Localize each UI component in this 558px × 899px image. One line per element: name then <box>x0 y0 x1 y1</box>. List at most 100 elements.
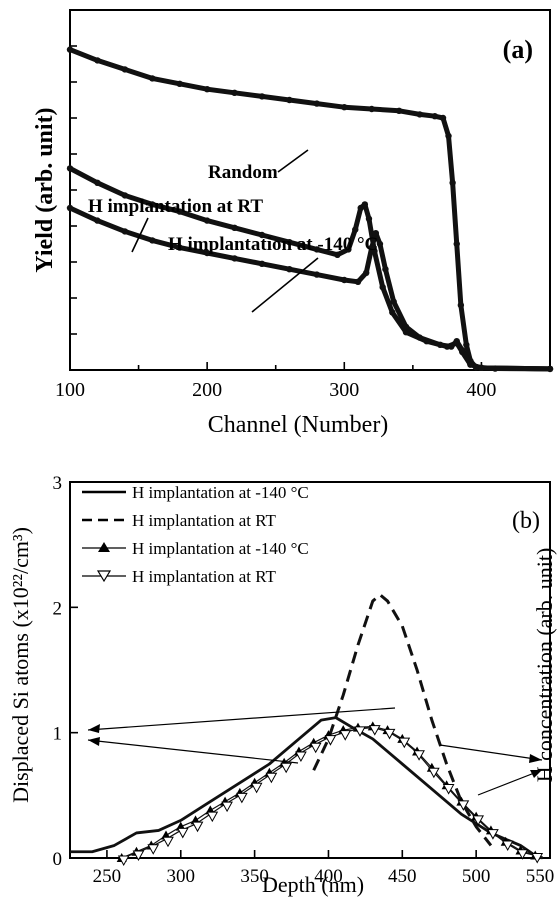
panel-a-data-point <box>368 244 375 251</box>
panel-b-y-tick-labels: 0 1 2 3 <box>53 473 63 870</box>
panel-b-y-axis-title: Displaced Si atoms (x10²²/cm³) <box>8 527 33 803</box>
panel-b-open-triangle-point <box>368 725 381 736</box>
panel-b-open-triangle-point <box>295 751 307 763</box>
panel-b-series <box>70 593 544 867</box>
panel-a-data-point <box>459 347 466 354</box>
panel-b-open-triangle-point <box>250 782 263 794</box>
panel-a-data-point <box>341 104 348 111</box>
panel-a-data-point <box>361 201 369 208</box>
panel-b-open-triangle-point <box>442 784 455 795</box>
panel-a-data-point <box>121 192 129 199</box>
panel-a-data-point <box>382 266 389 273</box>
panel-a-data-point <box>94 217 101 224</box>
panel-a-data-point <box>390 298 397 305</box>
panel-b-open-triangle-point <box>398 737 411 749</box>
panel-a-data-point <box>313 246 321 253</box>
panel-b-open-triangle-point <box>339 730 352 741</box>
panel-a-data-point <box>457 302 465 309</box>
legend-item-minus140-solid: H implantation at -140 °C <box>82 483 309 502</box>
panel-b-x-tick-label: 350 <box>240 866 269 887</box>
panel-a-data-point <box>94 179 101 186</box>
panel-b-y-tick-label: 1 <box>53 724 63 745</box>
panel-a-data-point <box>203 249 211 257</box>
panel-a-data-point <box>431 113 438 120</box>
panel-a-x-axis-title: Channel (Number) <box>208 412 389 438</box>
annotation-minus140: H implantation at -140 °C <box>168 234 378 255</box>
panel-b-ticks <box>70 481 551 859</box>
legend-label-minus140-solid: H implantation at -140 °C <box>132 483 309 502</box>
arrowhead-right-upper-icon <box>529 754 542 763</box>
panel-a-x-tick-label: 300 <box>329 379 359 401</box>
panel-b-y-tick-label: 3 <box>53 473 63 494</box>
arrowhead-right-lower-icon <box>530 770 542 778</box>
panel-b-series-line-2 <box>121 725 536 859</box>
panel-a-data-point <box>66 204 74 212</box>
panel-a-data-point <box>463 341 470 348</box>
panel-a-data-point <box>258 231 266 239</box>
panel-b-label: (b) <box>512 508 540 534</box>
panel-b-open-triangle-point <box>162 836 174 848</box>
arrowhead-left-upper-icon <box>88 724 100 733</box>
panel-b-arrows <box>87 707 543 796</box>
panel-a-data-point <box>176 244 183 251</box>
panel-b-series-line-0 <box>70 716 544 860</box>
panel-a-data-point <box>231 89 238 97</box>
legend-label-minus140-triangle: H implantation at -140 °C <box>132 539 309 558</box>
panel-a-label: (a) <box>503 35 533 64</box>
panel-a-series <box>66 46 554 373</box>
panel-a-data-point <box>341 276 348 284</box>
panel-a-data-point <box>345 246 352 253</box>
panel-b-open-triangle-point <box>221 801 233 813</box>
panel-b-open-triangle-point <box>487 829 499 840</box>
panel-a-data-point <box>354 278 362 285</box>
panel-b-y-tick-label: 2 <box>53 598 63 619</box>
arrow-to-right-axis-lower <box>477 769 543 796</box>
panel-a-data-point <box>365 215 373 222</box>
panel-b-series-line-1 <box>312 593 493 847</box>
panel-a-data-point <box>416 334 423 341</box>
panel-a-data-point <box>546 365 554 373</box>
panel-b-legend: H implantation at -140 °C H implantation… <box>82 483 309 586</box>
legend-label-rt-open-triangle: H implantation at RT <box>132 567 277 586</box>
panel-b-right-axis-title: H concentration (arb. unit) <box>532 548 557 783</box>
panel-a-data-point <box>352 226 359 233</box>
panel-a-data-point <box>437 341 444 348</box>
panel-b-plot-frame <box>69 481 551 859</box>
filled-triangle-icon <box>98 542 110 552</box>
panel-a-data-point <box>203 217 211 224</box>
panel-a-data-point <box>389 309 396 316</box>
panel-b-open-triangle-point <box>235 792 248 804</box>
panel-a-data-point <box>376 240 384 248</box>
panel-b-open-triangle-point <box>531 852 544 864</box>
panel-b-x-tick-label: 450 <box>388 866 417 887</box>
panel-a-data-point <box>231 224 238 231</box>
panel-a-data-point <box>445 132 452 140</box>
panel-a-data-point <box>66 46 74 53</box>
annotation-random-pointer <box>277 149 309 173</box>
panel-a-data-point <box>286 239 293 246</box>
legend-label-rt-dashed: H implantation at RT <box>132 511 277 530</box>
panel-b-y-tick-label: 0 <box>53 849 63 870</box>
panel-a-data-point <box>149 237 156 244</box>
panel-b-open-triangle-point <box>176 827 189 839</box>
panel-b-series-line-3 <box>121 727 536 859</box>
panel-a-data-point <box>231 255 238 262</box>
panel-b-open-triangle-point <box>413 750 425 761</box>
panel-a: 100 200 300 400 (a) Channel (Number) Yield … <box>32 9 554 438</box>
panel-a-data-point <box>416 111 423 118</box>
panel-a-data-point <box>176 208 183 215</box>
arrowhead-left-lower-icon <box>88 737 100 746</box>
panel-b-open-triangle-point <box>457 800 470 811</box>
panel-a-data-point <box>176 80 183 88</box>
panel-a-data-point <box>372 230 380 237</box>
panel-b-open-triangle-point <box>280 762 293 774</box>
panel-b-x-tick-label: 250 <box>93 866 122 887</box>
panel-a-data-point <box>395 107 403 115</box>
legend-item-rt-dashed: H implantation at RT <box>82 511 277 530</box>
panel-a-data-point <box>453 240 460 248</box>
panel-a-data-point <box>368 105 375 113</box>
panel-a-x-tick-labels: 100 200 300 400 <box>55 379 496 401</box>
panel-b-open-triangle-point <box>191 821 204 833</box>
annotation-rt-pointer <box>131 217 149 253</box>
